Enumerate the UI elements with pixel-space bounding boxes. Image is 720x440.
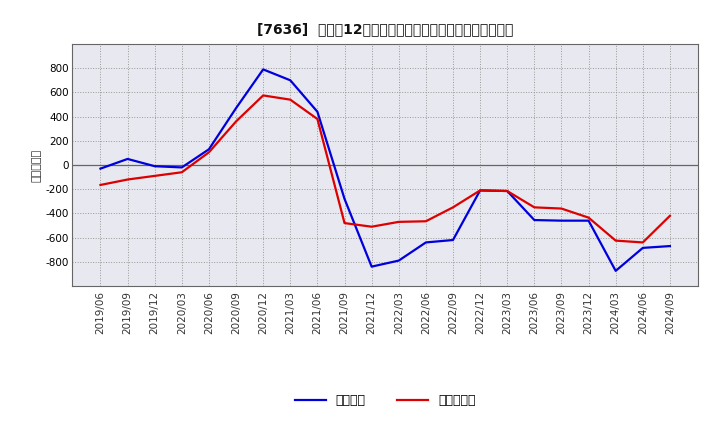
経常利益	[150, 164, 159, 169]
当期純利益	[367, 224, 376, 229]
経常利益	[259, 67, 268, 72]
経常利益	[476, 188, 485, 193]
経常利益	[449, 238, 457, 243]
当期純利益	[611, 238, 620, 243]
経常利益	[341, 196, 349, 202]
経常利益	[232, 106, 240, 111]
当期純利益	[557, 206, 566, 211]
当期純利益	[449, 205, 457, 210]
経常利益	[611, 268, 620, 274]
経常利益	[313, 109, 322, 114]
Y-axis label: （百万円）: （百万円）	[32, 148, 42, 182]
経常利益	[367, 264, 376, 269]
当期純利益	[476, 188, 485, 193]
経常利益	[503, 188, 511, 194]
経常利益	[584, 218, 593, 224]
当期純利益	[313, 116, 322, 121]
当期純利益	[96, 182, 105, 187]
当期純利益	[178, 169, 186, 175]
経常利益	[421, 240, 430, 245]
当期純利益	[584, 215, 593, 220]
経常利益	[557, 218, 566, 224]
経常利益	[395, 258, 403, 263]
当期純利益	[639, 240, 647, 245]
経常利益	[665, 243, 674, 249]
当期純利益	[341, 220, 349, 226]
Line: 当期純利益: 当期純利益	[101, 95, 670, 242]
当期純利益	[204, 150, 213, 155]
経常利益	[96, 166, 105, 171]
当期純利益	[259, 93, 268, 98]
当期純利益	[503, 188, 511, 194]
Title: [7636]  利益だ12か月移動合計の対前年同期増減額の推移: [7636] 利益だ12か月移動合計の対前年同期増減額の推移	[257, 22, 513, 36]
経常利益	[286, 77, 294, 83]
当期純利益	[530, 205, 539, 210]
当期純利益	[421, 219, 430, 224]
経常利益	[639, 245, 647, 250]
当期純利益	[395, 219, 403, 224]
経常利益	[123, 156, 132, 161]
経常利益	[530, 217, 539, 223]
当期純利益	[123, 177, 132, 182]
Line: 経常利益: 経常利益	[101, 70, 670, 271]
経常利益	[178, 165, 186, 170]
当期純利益	[150, 173, 159, 179]
経常利益	[204, 147, 213, 152]
当期純利益	[232, 119, 240, 124]
Legend: 経常利益, 当期純利益: 経常利益, 当期純利益	[294, 394, 476, 407]
当期純利益	[665, 213, 674, 219]
当期純利益	[286, 97, 294, 102]
